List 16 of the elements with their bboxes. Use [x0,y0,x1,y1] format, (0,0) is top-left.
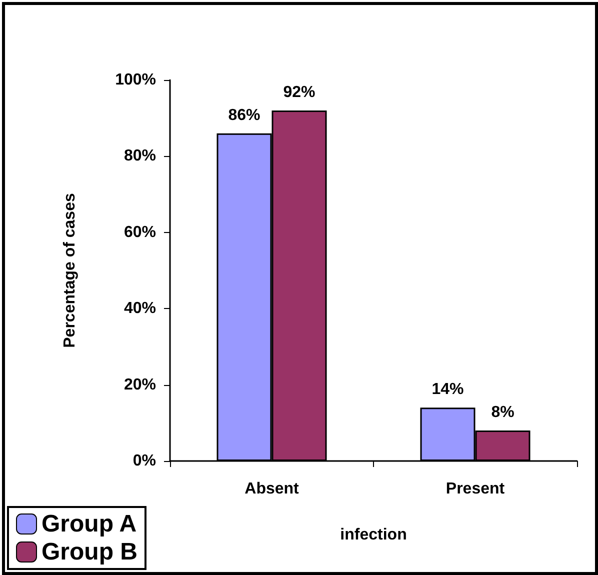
legend-label: Group B [42,538,138,566]
y-tick-label: 80% [124,148,156,165]
legend-label: Group A [42,510,137,538]
y-axis-title: Percentage of cases [62,193,78,348]
data-label: 8% [491,404,514,422]
x-axis-title: infection [340,526,407,544]
y-tick-label: 0% [132,452,156,470]
x-tick-label: Absent [244,480,300,498]
y-tick-label: 100% [115,72,156,88]
data-label: 86% [228,106,260,124]
y-tick-label: 60% [124,224,156,241]
y-tick-label: 20% [124,376,156,394]
x-tick-label: Present [446,480,506,498]
y-tick-label: 40% [124,300,156,318]
data-label: 92% [283,84,316,101]
data-label: 14% [432,381,464,398]
